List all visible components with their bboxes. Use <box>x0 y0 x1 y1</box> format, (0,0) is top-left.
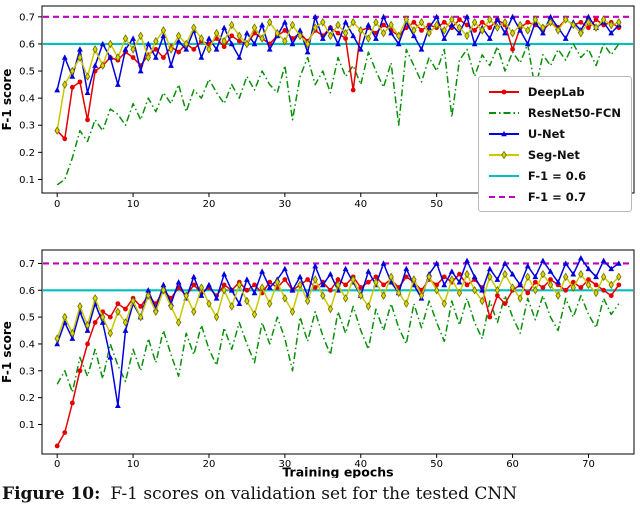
plot-frame <box>41 249 635 455</box>
y-tick-label: 0.4 <box>19 339 35 350</box>
y-tick-label: 0.7 <box>19 259 35 270</box>
legend-item-unet: U-Net <box>487 124 621 143</box>
y-tick-label: 0.5 <box>19 67 35 78</box>
legend-item-segnet: Seg-Net <box>487 145 621 164</box>
y-tick-label: 0.3 <box>19 121 35 132</box>
figure-caption: Figure 10: F-1 scores on validation set f… <box>0 478 640 520</box>
plot-frame <box>41 5 635 194</box>
y-tick-label: 0.4 <box>19 94 35 105</box>
deeplab-legend-swatch <box>487 85 521 99</box>
y-tick-label: 0.5 <box>19 313 35 324</box>
seg-net-series <box>54 15 622 135</box>
legend-label: F-1 = 0.6 <box>527 168 587 183</box>
y-tick-label: 0.1 <box>19 175 35 186</box>
resnet50-fcn-legend-swatch <box>487 106 521 120</box>
legend-item-f1-06: F-1 = 0.6 <box>487 166 621 185</box>
figure-caption-text: F-1 scores on validation set for the tes… <box>110 484 518 504</box>
x-tick-label: 20 <box>203 459 216 470</box>
x-tick-label: 0 <box>54 459 60 470</box>
y-tick-label: 0.2 <box>19 393 35 404</box>
x-tick-label: 20 <box>203 199 216 210</box>
x-tick-label: 70 <box>582 459 595 470</box>
y-tick-label: 0.6 <box>19 39 35 50</box>
x-tick-label: 10 <box>127 199 140 210</box>
bottom-chart: 0 10 20 30 40 50 60 70 0.1 0.2 0.3 0.4 0.5 0.6 0.7 F-1 … <box>0 249 635 479</box>
resnet50-fcn-series <box>56 43 620 186</box>
x-tick-label: 10 <box>127 459 140 470</box>
deeplab-series <box>54 271 622 449</box>
y-tick-label: 0.1 <box>19 420 35 431</box>
segnet-legend-swatch <box>487 148 521 162</box>
x-tick-label: 30 <box>279 459 292 470</box>
legend-label: Seg-Net <box>527 147 580 162</box>
legend-label: F-1 = 0.7 <box>527 189 587 204</box>
legend-label: DeepLab <box>527 84 585 99</box>
legend-item-f1-07: F-1 = 0.7 <box>487 187 621 206</box>
f1-07-legend-swatch <box>487 190 521 204</box>
unet-legend-swatch <box>487 127 521 141</box>
legend-label: U-Net <box>527 126 565 141</box>
y-tick-label: 0.7 <box>19 12 35 23</box>
x-tick-label: 30 <box>279 199 292 210</box>
y-axis-label: F-1 score <box>0 321 14 383</box>
f1-06-legend-swatch <box>487 169 521 183</box>
figure-caption-label: Figure 10: <box>2 484 101 504</box>
y-tick-label: 0.6 <box>19 286 35 297</box>
top-chart: 0102030405060700.10.20.30.40.50.60.7F-1 … <box>0 5 635 210</box>
x-axis-label: Training epochs <box>282 465 393 479</box>
seg-net-series <box>54 269 622 343</box>
legend-item-resnet50-fcn: ResNet50-FCN <box>487 103 621 122</box>
chart-legend: DeepLab ResNet50-FCN U-Net Seg-Net F-1 =… <box>477 76 632 212</box>
resnet50-fcn-series <box>56 294 620 394</box>
x-tick-label: 40 <box>354 459 367 470</box>
legend-label: ResNet50-FCN <box>527 105 621 120</box>
x-tick-label: 60 <box>506 459 519 470</box>
y-tick-label: 0.2 <box>19 148 35 159</box>
x-tick-label: 50 <box>430 459 443 470</box>
x-tick-label: 0 <box>54 199 60 210</box>
y-tick-label: 0.3 <box>19 366 35 377</box>
x-tick-label: 50 <box>430 199 443 210</box>
y-axis-label: F-1 score <box>0 69 14 131</box>
legend-item-deeplab: DeepLab <box>487 82 621 101</box>
x-tick-label: 40 <box>354 199 367 210</box>
